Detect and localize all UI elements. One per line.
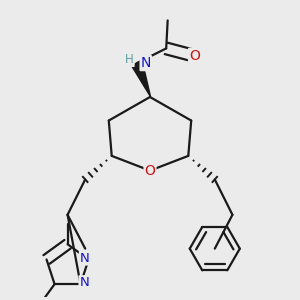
Text: N: N xyxy=(80,276,89,289)
Polygon shape xyxy=(131,61,151,97)
Text: O: O xyxy=(145,164,155,178)
Text: N: N xyxy=(80,251,90,265)
Text: O: O xyxy=(189,49,200,63)
Text: H: H xyxy=(125,53,134,66)
Text: N: N xyxy=(141,56,151,70)
